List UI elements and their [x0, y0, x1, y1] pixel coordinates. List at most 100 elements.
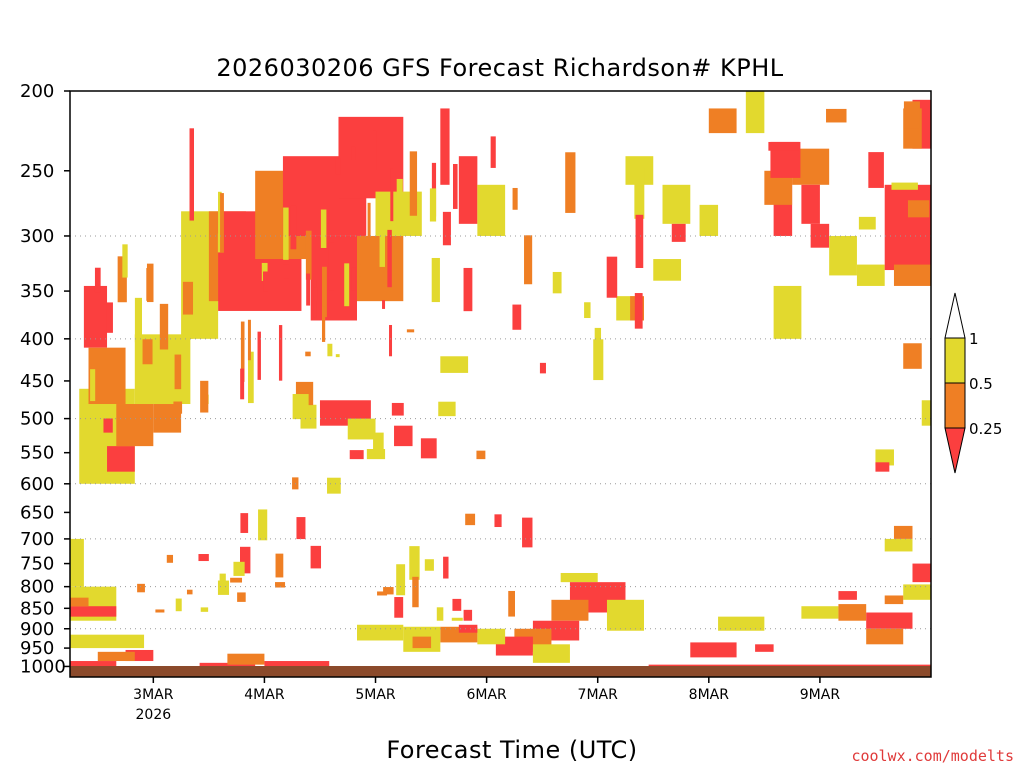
streak-7-4-0 — [391, 402, 404, 416]
contour-patch-79 — [690, 642, 737, 658]
ytick-label-800: 800 — [20, 577, 54, 598]
streak-5-8-1 — [383, 587, 394, 595]
streak-6-5-0 — [465, 513, 476, 526]
contour-patch-15 — [97, 651, 135, 662]
plot-frame — [69, 90, 932, 678]
streak-5-0-2 — [240, 513, 249, 533]
streak-1-11-1 — [367, 202, 371, 240]
streak-7-3-1 — [373, 432, 384, 451]
contour-patch-50 — [801, 184, 820, 224]
streak-9-3-0 — [903, 101, 920, 129]
streak-4-4-1 — [142, 339, 153, 365]
contour-fill-layer — [70, 91, 931, 676]
streak-0-5-0 — [218, 191, 222, 248]
streak-4-5-0 — [159, 303, 169, 350]
contour-patch-88 — [903, 584, 931, 600]
streak-8-6-1 — [230, 577, 243, 583]
streak-4-0-2 — [94, 267, 101, 293]
streak-6-9-0 — [522, 517, 533, 548]
contour-patch-83 — [866, 612, 913, 629]
contour-patch-18 — [116, 404, 154, 447]
streak-1-7-2 — [335, 354, 340, 358]
streak-1-1-1 — [290, 205, 297, 250]
legend-above-1-arrow — [944, 292, 966, 339]
streak-4-2-1 — [122, 244, 128, 278]
streak-2-10-0 — [512, 187, 518, 210]
x-axis-title: Forecast Time (UTC) — [386, 736, 637, 764]
ytick-label-550: 550 — [20, 443, 54, 464]
ytick-label-250: 250 — [20, 161, 54, 182]
streak-9-2-0 — [868, 152, 884, 188]
streak-6-0-2 — [394, 597, 404, 618]
streak-3-7-0 — [634, 293, 643, 329]
legend-bin-0_5-1 — [944, 337, 966, 384]
ytick-label-450: 450 — [20, 371, 54, 392]
streak-3-5-0 — [606, 256, 618, 298]
streak-8-5-1 — [217, 580, 230, 595]
ytick-label-200: 200 — [20, 81, 54, 102]
contour-patch-12 — [70, 597, 89, 607]
streak-4-1-1 — [103, 418, 113, 433]
streak-1-0-1 — [283, 207, 289, 260]
contour-patch-36 — [458, 156, 478, 224]
streak-5-2-0 — [275, 553, 284, 578]
contour-patch-89 — [884, 595, 904, 605]
streak-2-10-1 — [512, 304, 522, 330]
ground-surface-band — [70, 666, 931, 677]
streak-6-5-2 — [463, 609, 473, 621]
streak-1-10-0 — [358, 264, 362, 277]
streak-8-2-1 — [166, 554, 174, 563]
ytick-label-900: 900 — [20, 619, 54, 640]
streak-7-6-0 — [438, 401, 456, 417]
contour-patch-86 — [893, 525, 913, 539]
streak-1-14-1 — [387, 229, 392, 288]
xtick-label-1: 4MAR — [244, 687, 285, 703]
streak-1-8-0 — [344, 263, 350, 307]
streak-4-0-1 — [90, 369, 96, 402]
xtick-sublabel-0: 2026 — [136, 707, 172, 723]
streak-2-3-1 — [429, 188, 437, 222]
streak-8-3-0 — [186, 589, 193, 595]
ytick-label-350: 350 — [20, 281, 54, 302]
contour-patch-80 — [755, 644, 774, 652]
streak-1-5-1 — [320, 209, 327, 248]
streak-2-3-2 — [431, 257, 440, 303]
contour-patch-72 — [477, 628, 506, 645]
contour-patch-37 — [477, 184, 506, 236]
streak-6-4-0 — [451, 617, 463, 621]
legend-below-0_25-arrow — [944, 427, 966, 474]
streak-6-1-0 — [409, 546, 420, 580]
ytick-label-700: 700 — [20, 529, 54, 550]
streak-1-3-2 — [305, 351, 311, 357]
contour-patch-38 — [440, 356, 469, 373]
contour-patch-53 — [856, 264, 885, 286]
contour-patch-59 — [699, 204, 719, 236]
source-credit-link[interactable]: coolwx.com/modelts — [851, 747, 1014, 765]
streak-1-7-1 — [335, 158, 341, 175]
contour-patch-81 — [801, 606, 839, 619]
streak-0-2-0 — [199, 276, 203, 300]
contour-patch-63 — [875, 462, 890, 472]
xtick-label-0: 3MAR — [133, 687, 174, 703]
xtick-label-4: 7MAR — [578, 687, 619, 703]
contour-patch-9 — [70, 538, 84, 587]
y-axis-pressure-ticks: 200 250 300 350 400 450 500 550 600 650 700 7508008… — [20, 81, 70, 677]
streak-3-7-2 — [635, 214, 644, 268]
streak-2-11-0 — [524, 235, 533, 285]
streak-1-9-2 — [351, 267, 356, 291]
streak-6-4-1 — [452, 598, 462, 611]
streak-2-1-1 — [406, 329, 415, 333]
contour-patch-64 — [560, 572, 598, 583]
ytick-label-1000: 1000 — [20, 656, 66, 677]
contour-patch-39 — [662, 184, 691, 224]
streak-0-5-2 — [220, 193, 224, 253]
contour-patch-42 — [653, 259, 682, 281]
streak-1-0-0 — [283, 264, 289, 279]
ytick-label-600: 600 — [20, 474, 54, 495]
streak-0-9-2 — [247, 319, 251, 361]
streak-7-7-0 — [476, 450, 486, 460]
streak-9-3-2 — [891, 182, 918, 190]
streak-6-3-2 — [443, 556, 449, 579]
contour-patch-74 — [458, 624, 478, 633]
